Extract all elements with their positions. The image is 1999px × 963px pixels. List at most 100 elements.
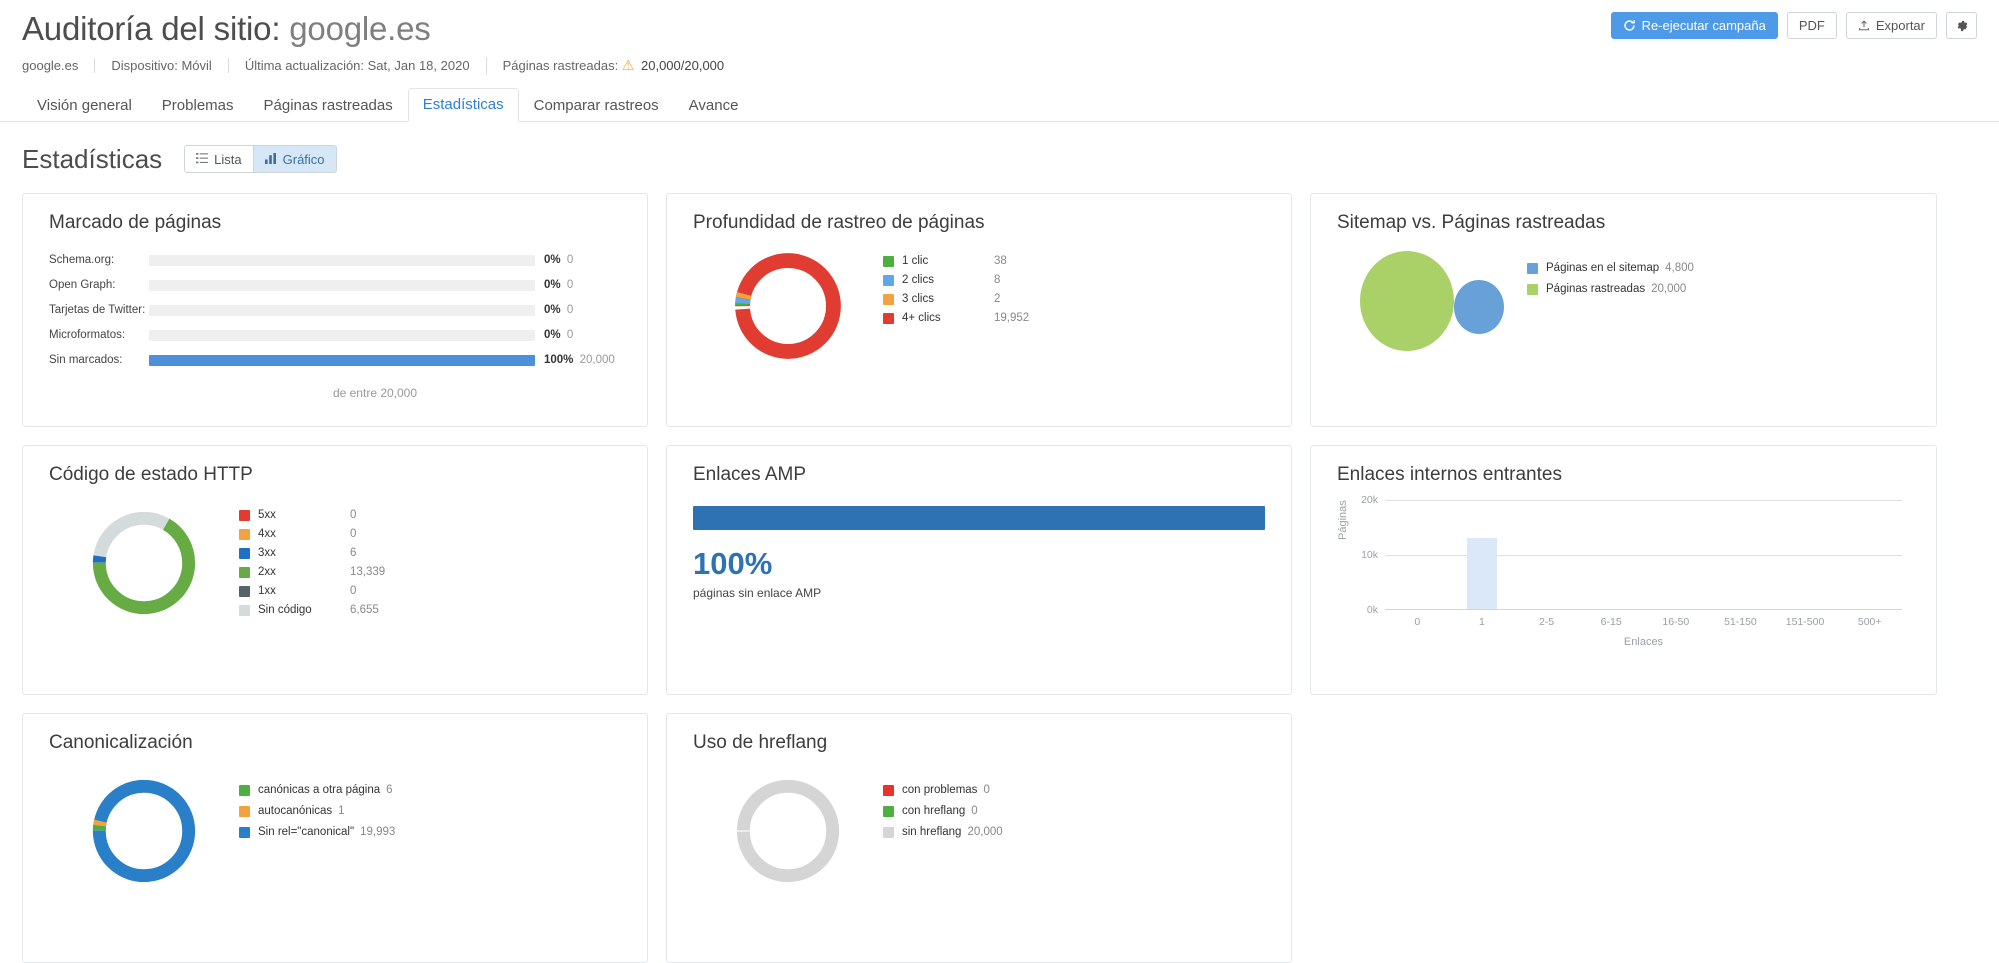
legend-swatch — [239, 805, 250, 817]
tab-paginas-rastreadas[interactable]: Páginas rastreadas — [263, 96, 393, 114]
legend-label: 4xx — [258, 528, 276, 541]
legend-item[interactable]: con problemas 0 — [883, 780, 1003, 801]
meta-device: Dispositivo: Móvil — [94, 57, 227, 73]
card-enlaces-amp: Enlaces AMP 100% páginas sin enlace AMP — [666, 444, 1292, 695]
legend-value: 4,800 — [1665, 262, 1694, 275]
internal-links-histogram[interactable]: Páginas 20k 10k 0k — [1337, 494, 1910, 664]
stats-grid: Marcado de páginas Schema.org: 0% 0 Open… — [0, 175, 1999, 963]
markup-row-pct: 0% — [544, 254, 561, 267]
markup-row-values: 0% 0 — [535, 254, 621, 266]
legend-item[interactable]: canónicas a otra página 6 — [239, 780, 395, 801]
legend-label: 3xx — [258, 547, 276, 560]
legend-swatch — [239, 528, 250, 540]
markup-row[interactable]: Sin marcados: 100% 20,000 — [49, 348, 621, 373]
markup-row-pct: 100% — [544, 354, 574, 367]
legend-item[interactable]: 4xx 0 — [239, 525, 385, 544]
settings-button[interactable] — [1946, 12, 1977, 39]
legend-item[interactable]: 3xx 6 — [239, 544, 385, 563]
tab-comparar-rastreos[interactable]: Comparar rastreos — [533, 96, 659, 114]
markup-row[interactable]: Tarjetas de Twitter: 0% 0 — [49, 298, 621, 323]
legend-label: Páginas rastreadas — [1546, 283, 1646, 296]
legend-value: 20,000 — [967, 826, 1003, 839]
legend-item[interactable]: Páginas rastreadas 20,000 — [1527, 279, 1694, 300]
sitemap-bubbles[interactable] — [1337, 242, 1527, 356]
legend-item[interactable]: con hreflang 0 — [883, 801, 1003, 822]
markup-footer: de entre 20,000 — [332, 385, 418, 400]
view-toggle-lista[interactable]: Lista — [185, 146, 253, 173]
markup-row-label: Schema.org: — [49, 254, 115, 267]
legend-item[interactable]: autocanónicas 1 — [239, 801, 395, 822]
xtick: 500+ — [1857, 615, 1882, 628]
tab-problemas[interactable]: Problemas — [161, 96, 234, 114]
markup-bar-list: Schema.org: 0% 0 Open Graph: 0% 0 Tarjet… — [49, 248, 621, 373]
legend-item[interactable]: Páginas en el sitemap 4,800 — [1527, 258, 1694, 279]
export-button[interactable]: Exportar — [1845, 12, 1937, 39]
bubble-crawled — [1360, 250, 1454, 351]
legend-item[interactable]: 4+ clics 19,952 — [883, 309, 1029, 328]
legend-item[interactable]: 2xx 13,339 — [239, 563, 385, 582]
legend-item[interactable]: 1 clic 38 — [883, 252, 1029, 271]
legend-swatch — [239, 585, 250, 597]
xtick: 6-15 — [1600, 615, 1622, 628]
legend-label: con hreflang — [902, 805, 966, 818]
markup-row-label: Microformatos: — [49, 329, 126, 342]
card-title: Profundidad de rastreo de páginas — [693, 211, 985, 233]
card-enlaces-internos-entrantes: Enlaces internos entrantes Páginas 20k 1… — [1310, 444, 1937, 695]
legend-item[interactable]: Sin rel="canonical" 19,993 — [239, 822, 395, 843]
tab-avance[interactable]: Avance — [688, 96, 739, 114]
tab-estadisticas[interactable]: Estadísticas — [407, 87, 519, 122]
view-toggle-grafico[interactable]: Gráfico — [252, 146, 336, 173]
pdf-button[interactable]: PDF — [1786, 12, 1837, 39]
legend-value: 8 — [994, 274, 1001, 287]
section-title: Estadísticas — [22, 143, 163, 174]
legend-label: 3 clics — [902, 293, 934, 306]
meta-domain: google.es — [22, 57, 79, 73]
view-toggle-grafico-label: Gráfico — [282, 151, 325, 167]
bubble-sitemap — [1454, 279, 1504, 334]
breadcrumb: google.es Dispositivo: Móvil Última actu… — [22, 56, 1977, 74]
gear-icon — [1954, 18, 1969, 33]
legend-swatch — [239, 784, 250, 796]
legend-swatch — [239, 566, 250, 578]
legend-item[interactable]: 3 clics 2 — [883, 290, 1029, 309]
legend-label: 2xx — [258, 566, 276, 579]
view-toggle-lista-label: Lista — [214, 151, 242, 167]
markup-row[interactable]: Schema.org: 0% 0 — [49, 248, 621, 273]
hreflang-donut[interactable] — [693, 768, 883, 890]
legend-swatch — [239, 604, 250, 616]
card-sitemap-vs-paginas: Sitemap vs. Páginas rastreadas Páginas e… — [1310, 192, 1937, 427]
markup-row-label: Open Graph: — [49, 279, 116, 292]
markup-row[interactable]: Microformatos: 0% 0 — [49, 323, 621, 348]
card-profundidad-de-rastreo: Profundidad de rastreo de páginas 1 clic… — [666, 192, 1292, 427]
markup-row-values: 100% 20,000 — [535, 354, 621, 366]
legend-value: 19,952 — [994, 312, 1030, 325]
http-status-donut[interactable] — [49, 500, 239, 622]
refresh-icon — [1623, 19, 1636, 32]
legend-item[interactable]: 1xx 0 — [239, 582, 385, 601]
xtick: 0 — [1414, 615, 1421, 628]
legend-swatch — [239, 547, 250, 559]
page-header: Auditoría del sitio: google.es google.es… — [0, 0, 1999, 74]
rerun-campaign-button[interactable]: Re-ejecutar campaña — [1610, 12, 1778, 39]
legend-item[interactable]: sin hreflang 20,000 — [883, 822, 1003, 843]
crawl-depth-donut[interactable] — [693, 242, 883, 366]
markup-row-values: 0% 0 — [535, 329, 621, 341]
legend-item[interactable]: 2 clics 8 — [883, 271, 1029, 290]
section-bar: Estadísticas Lista Gráfico — [0, 122, 1999, 175]
main-tabs: Visión general Problemas Páginas rastrea… — [0, 87, 1999, 122]
card-title: Enlaces internos entrantes — [1337, 463, 1562, 485]
export-label: Exportar — [1875, 18, 1925, 33]
markup-row-track — [149, 304, 535, 316]
legend-item[interactable]: Sin código 6,655 — [239, 601, 385, 620]
legend-swatch — [1527, 262, 1538, 274]
tab-vision-general[interactable]: Visión general — [37, 96, 132, 114]
markup-row[interactable]: Open Graph: 0% 0 — [49, 273, 621, 298]
legend-item[interactable]: 5xx 0 — [239, 506, 385, 525]
legend-value: 1 — [338, 805, 345, 818]
markup-row-track — [149, 329, 535, 341]
legend-label: Sin rel="canonical" — [258, 826, 355, 839]
canonical-donut[interactable] — [49, 768, 239, 890]
amp-percent: 100% — [693, 545, 773, 581]
legend-value: 0 — [350, 585, 357, 598]
markup-row-track — [149, 279, 535, 291]
